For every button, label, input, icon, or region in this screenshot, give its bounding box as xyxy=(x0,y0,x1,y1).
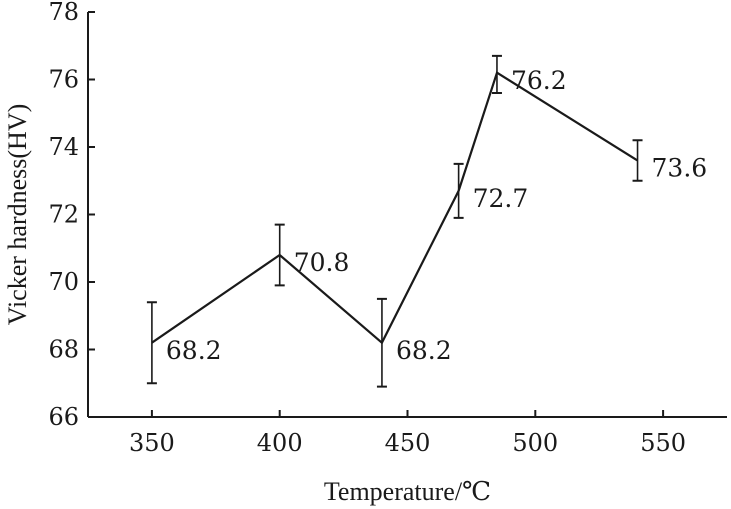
x-axis-title: Temperature/℃ xyxy=(324,477,491,506)
x-tick-label: 400 xyxy=(257,429,303,457)
data-label: 73.6 xyxy=(652,154,708,183)
data-label: 72.7 xyxy=(473,184,529,213)
y-tick-label: 66 xyxy=(48,403,79,431)
ticks: 350 400 450 500 550 66 68 70 72 74 76 78 xyxy=(48,0,686,457)
data-label: 70.8 xyxy=(294,248,350,277)
y-tick-label: 78 xyxy=(48,0,79,26)
x-tick-label: 550 xyxy=(640,429,686,457)
y-tick-label: 70 xyxy=(48,268,79,296)
x-tick-label: 350 xyxy=(129,429,175,457)
series-line xyxy=(151,71,639,345)
data-label: 68.2 xyxy=(396,336,452,365)
data-labels: 68.2 70.8 68.2 72.7 76.2 73.6 xyxy=(166,66,707,365)
x-tick-label: 500 xyxy=(512,429,558,457)
x-tick-label: 450 xyxy=(385,429,431,457)
y-tick-label: 74 xyxy=(48,133,79,161)
y-tick-label: 76 xyxy=(48,66,79,94)
y-tick-label: 72 xyxy=(48,201,79,229)
data-label: 76.2 xyxy=(511,66,567,95)
data-label: 68.2 xyxy=(166,336,222,365)
y-tick-label: 68 xyxy=(48,336,79,364)
y-axis-title: Vicker hardness(HV) xyxy=(3,104,32,326)
